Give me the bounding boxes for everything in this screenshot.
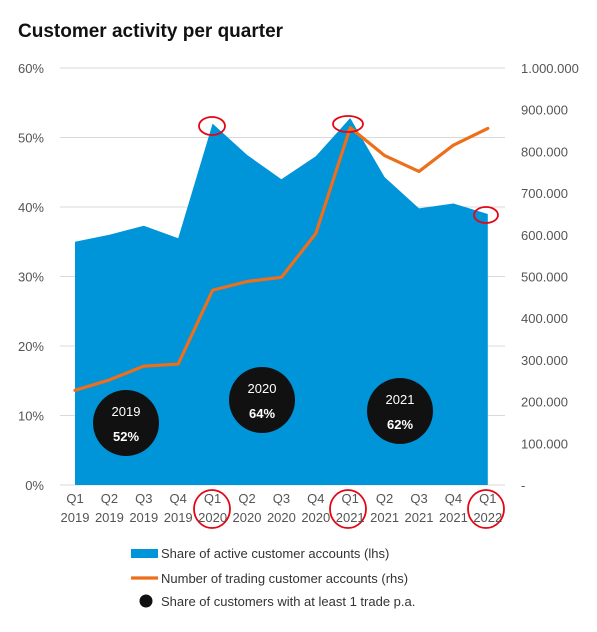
legend-label-bubble: Share of customers with at least 1 trade… — [161, 594, 415, 609]
bubble-2019 — [93, 390, 159, 456]
highlight-peak-circle — [332, 115, 364, 133]
x-tick-quarter: Q2 — [238, 491, 255, 506]
legend-label-area: Share of active customer accounts (lhs) — [161, 546, 389, 561]
bubble-value-label: 62% — [387, 417, 413, 432]
left-tick-label: 10% — [18, 409, 44, 424]
left-tick-label: 30% — [18, 270, 44, 285]
x-tick-year: 2020 — [233, 510, 262, 525]
left-tick-label: 40% — [18, 200, 44, 215]
x-tick-quarter: Q4 — [307, 491, 324, 506]
x-tick-quarter: Q1 — [66, 491, 83, 506]
chart-title: Customer activity per quarter — [18, 21, 284, 42]
left-axis: 0% 10% 20% 30% 40% 50% 60% — [18, 61, 44, 493]
legend-swatch-area — [131, 549, 158, 558]
bubble-year-label: 2020 — [248, 381, 277, 396]
highlight-layer — [193, 115, 505, 529]
bubble-value-label: 64% — [249, 406, 275, 421]
highlight-peak-circle — [198, 116, 226, 136]
right-tick-label: 300.000 — [521, 353, 568, 368]
right-tick-label: 500.000 — [521, 270, 568, 285]
right-tick-label: 1.000.000 — [521, 61, 579, 76]
right-tick-label: 100.000 — [521, 436, 568, 451]
x-tick-year: 2021 — [439, 510, 468, 525]
bubble-2021 — [367, 378, 433, 444]
line-series — [73, 126, 490, 392]
x-tick-year: 2021 — [336, 510, 365, 525]
bubble-value-label: 52% — [113, 429, 139, 444]
x-axis: Q1 2019 Q2 2019 Q3 2019 Q4 2019 Q1 2020 Q2 2020 Q3 20… — [61, 491, 503, 525]
legend-swatch-bubble — [139, 594, 153, 608]
bubble-layer: 2019 52% 2020 64% 2021 62% — [93, 367, 433, 456]
left-tick-label: 20% — [18, 339, 44, 354]
x-tick-year: 2021 — [405, 510, 434, 525]
highlight-quarter-circle — [329, 489, 367, 529]
right-axis: - 100.000 200.000 300.000 400.000 500.000 600.… — [521, 61, 579, 493]
highlight-quarter-circle — [193, 489, 231, 529]
x-tick-quarter: Q3 — [273, 491, 290, 506]
bubble-year-label: 2021 — [386, 392, 415, 407]
bubble-year-label: 2019 — [112, 404, 141, 419]
x-tick-quarter: Q1 — [204, 491, 221, 506]
right-tick-label: 700.000 — [521, 186, 568, 201]
x-tick-quarter: Q4 — [170, 491, 187, 506]
x-tick-year: 2019 — [61, 510, 90, 525]
left-tick-label: 0% — [25, 478, 44, 493]
x-tick-year: 2020 — [267, 510, 296, 525]
left-tick-label: 50% — [18, 131, 44, 146]
right-tick-label: 800.000 — [521, 144, 568, 159]
x-tick-quarter: Q3 — [410, 491, 427, 506]
x-tick-quarter: Q4 — [445, 491, 462, 506]
highlight-peak-circle — [473, 206, 499, 224]
right-tick-label: 400.000 — [521, 311, 568, 326]
right-tick-label: 900.000 — [521, 103, 568, 118]
x-tick-year: 2020 — [301, 510, 330, 525]
right-tick-label: 600.000 — [521, 228, 568, 243]
right-tick-label: - — [521, 478, 525, 493]
x-tick-quarter: Q3 — [135, 491, 152, 506]
line-trading-accounts — [73, 126, 490, 392]
x-tick-year: 2021 — [370, 510, 399, 525]
highlight-quarter-circle — [467, 489, 505, 529]
bubble-2020 — [229, 367, 295, 433]
x-tick-year: 2019 — [95, 510, 124, 525]
x-tick-quarter: Q2 — [101, 491, 118, 506]
x-tick-year: 2019 — [164, 510, 193, 525]
x-tick-year: 2020 — [198, 510, 227, 525]
right-tick-label: 200.000 — [521, 395, 568, 410]
legend-label-line: Number of trading customer accounts (rhs… — [161, 571, 408, 586]
x-tick-quarter: Q2 — [376, 491, 393, 506]
x-tick-quarter: Q1 — [342, 491, 359, 506]
left-tick-label: 60% — [18, 61, 44, 76]
x-tick-year: 2022 — [473, 510, 502, 525]
legend: Share of active customer accounts (lhs) N… — [131, 546, 415, 609]
x-tick-year: 2019 — [129, 510, 158, 525]
x-tick-quarter: Q1 — [479, 491, 496, 506]
